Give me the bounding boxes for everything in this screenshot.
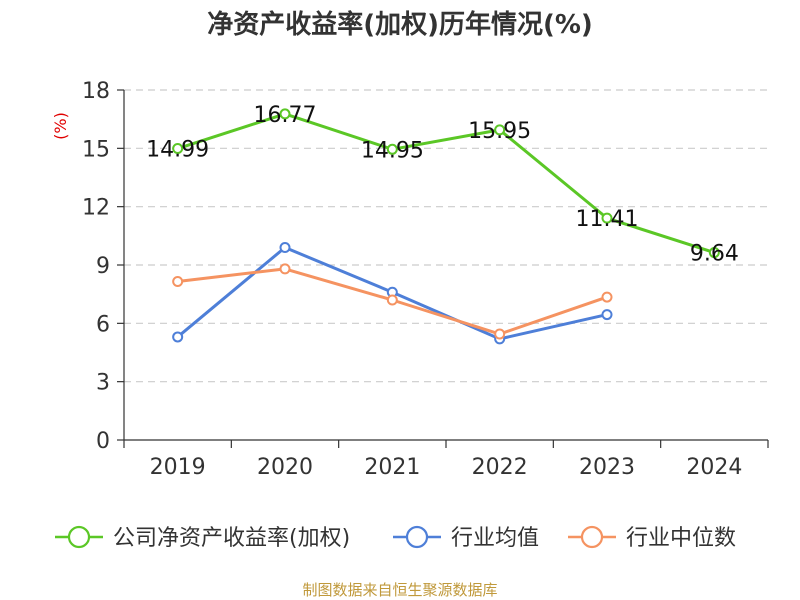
x-tick-label-2020: 2020 <box>257 455 313 480</box>
data-labels: 14.99 16.77 14.95 15.95 11.41 9.64 <box>146 103 739 267</box>
data-label-2023: 11.41 <box>576 207 639 232</box>
legend-item-0[interactable]: 公司净资产收益率(加权) <box>55 525 350 551</box>
series-1 <box>172 242 613 345</box>
data-label-2019: 14.99 <box>146 138 209 163</box>
y-tick-label-9: 9 <box>96 254 110 279</box>
x-tick-label-2021: 2021 <box>364 455 420 480</box>
data-point-2-2023 <box>601 291 613 303</box>
legend-item-1[interactable]: 行业均值 <box>393 525 539 551</box>
data-point-2-2021 <box>386 294 398 306</box>
data-label-2024: 9.64 <box>690 242 739 267</box>
y-tick-label-3: 3 <box>96 371 110 396</box>
legend-marker-1 <box>405 525 429 549</box>
x-tick-label-2022: 2022 <box>472 455 528 480</box>
data-point-0-2024 <box>708 247 720 259</box>
series-line-0 <box>177 112 715 254</box>
data-point-0-2019 <box>172 143 184 155</box>
data-point-0-2022 <box>494 124 506 136</box>
legend-marker-2 <box>580 525 604 549</box>
legend[interactable]: 公司净资产收益率(加权) 行业均值 行业中位数 <box>55 525 736 551</box>
data-point-2-2022 <box>494 328 506 340</box>
y-axis-unit-label: (%) <box>51 112 70 140</box>
data-point-1-2020 <box>279 242 291 253</box>
data-point-1-2023 <box>601 309 613 321</box>
series-2 <box>172 263 613 340</box>
data-point-0-2023 <box>601 212 613 224</box>
x-tick-label-2019: 2019 <box>150 455 206 480</box>
y-tick-label-15: 15 <box>82 137 110 162</box>
data-point-2-2019 <box>172 276 184 288</box>
y-tick-label-0: 0 <box>96 429 110 454</box>
legend-marker-0 <box>67 525 91 549</box>
data-point-0-2021 <box>386 143 398 155</box>
data-label-2020: 16.77 <box>254 103 317 128</box>
source-note: 制图数据来自恒生聚源数据库 <box>302 581 497 599</box>
y-tick-label-6: 6 <box>96 312 110 337</box>
data-label-2022: 15.95 <box>468 119 531 144</box>
data-label-2021: 14.95 <box>361 138 424 163</box>
series-0 <box>172 108 720 259</box>
legend-label-1: 行业均值 <box>451 526 539 551</box>
y-tick-label-12: 12 <box>82 196 110 221</box>
y-tick-label-18: 18 <box>82 79 110 104</box>
x-tick-label-2023: 2023 <box>579 455 635 480</box>
legend-label-2: 行业中位数 <box>626 526 736 551</box>
data-point-0-2020 <box>279 108 291 120</box>
axes: 0 3 6 9 12 15 18 2019 2020 2021 2022 2023 2024 <box>82 79 769 480</box>
data-point-2-2020 <box>279 263 291 275</box>
legend-item-2[interactable]: 行业中位数 <box>568 525 736 551</box>
x-tick-label-2024: 2024 <box>686 455 742 480</box>
legend-label-0: 公司净资产收益率(加权) <box>113 526 350 551</box>
series-layer <box>172 108 720 345</box>
chart-title: 净资产收益率(加权)历年情况(%) <box>207 9 593 40</box>
data-point-1-2019 <box>172 331 184 343</box>
